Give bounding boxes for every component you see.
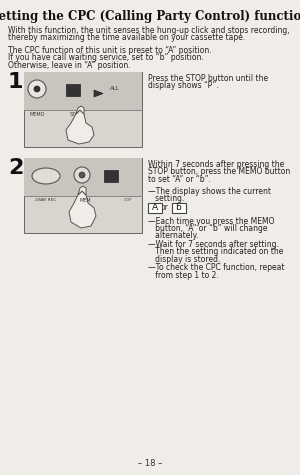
FancyBboxPatch shape	[172, 203, 185, 213]
Text: MEM: MEM	[80, 198, 92, 203]
Circle shape	[79, 172, 85, 178]
Bar	[104, 170, 118, 182]
Bar	[24, 72, 142, 147]
Text: display is stored.: display is stored.	[148, 255, 220, 264]
Bar	[66, 84, 80, 96]
Text: STOP: STOP	[70, 112, 83, 117]
Polygon shape	[78, 186, 86, 195]
Text: or: or	[161, 203, 169, 212]
Circle shape	[34, 86, 40, 92]
Text: alternately.: alternately.	[148, 231, 198, 240]
Polygon shape	[69, 191, 96, 228]
Text: b: b	[176, 203, 182, 212]
Text: – 18 –: – 18 –	[138, 459, 162, 468]
Text: ALL: ALL	[110, 86, 120, 91]
Text: —Wait for 7 seconds after setting.: —Wait for 7 seconds after setting.	[148, 240, 279, 249]
Text: Setting the CPC (Calling Party Control) function: Setting the CPC (Calling Party Control) …	[0, 10, 300, 23]
Text: Then the setting indicated on the: Then the setting indicated on the	[148, 247, 284, 257]
Text: STOP button, press the MEMO button: STOP button, press the MEMO button	[148, 168, 290, 177]
Text: display shows “P”.: display shows “P”.	[148, 82, 219, 91]
Bar	[24, 158, 142, 196]
Text: With this function, the unit senses the hung-up click and stops recording,: With this function, the unit senses the …	[8, 26, 290, 35]
Bar	[24, 158, 142, 233]
Text: from step 1 to 2.: from step 1 to 2.	[148, 271, 219, 280]
Text: MEMO: MEMO	[29, 112, 45, 117]
Circle shape	[28, 80, 46, 98]
Text: A: A	[152, 203, 158, 212]
Bar	[24, 72, 142, 110]
Text: COP: COP	[124, 198, 133, 202]
Text: 2WAY REC: 2WAY REC	[35, 198, 57, 202]
Text: setting.: setting.	[148, 194, 184, 203]
Text: —The display shows the current: —The display shows the current	[148, 187, 271, 196]
Text: —Each time you press the MEMO: —Each time you press the MEMO	[148, 217, 274, 226]
Text: The CPC function of this unit is preset to “A” position.: The CPC function of this unit is preset …	[8, 46, 211, 55]
Text: —To check the CPC function, repeat: —To check the CPC function, repeat	[148, 264, 284, 273]
Text: to set “A” or “b”.: to set “A” or “b”.	[148, 175, 211, 184]
Text: thereby maximizing the time available on your cassette tape.: thereby maximizing the time available on…	[8, 34, 245, 42]
Text: 1: 1	[8, 72, 23, 92]
Ellipse shape	[32, 168, 60, 184]
Text: Within 7 seconds after pressing the: Within 7 seconds after pressing the	[148, 160, 284, 169]
Text: 2: 2	[8, 158, 23, 178]
Polygon shape	[66, 110, 94, 144]
Polygon shape	[76, 106, 84, 114]
Polygon shape	[94, 90, 103, 97]
Circle shape	[74, 167, 90, 183]
Text: Otherwise, leave in “A” position.: Otherwise, leave in “A” position.	[8, 61, 130, 70]
Text: button, “A” or “b” will change: button, “A” or “b” will change	[148, 224, 268, 233]
FancyBboxPatch shape	[148, 203, 161, 213]
Text: Press the STOP button until the: Press the STOP button until the	[148, 74, 268, 83]
Text: If you have call waiting service, set to “b” position.: If you have call waiting service, set to…	[8, 54, 204, 63]
